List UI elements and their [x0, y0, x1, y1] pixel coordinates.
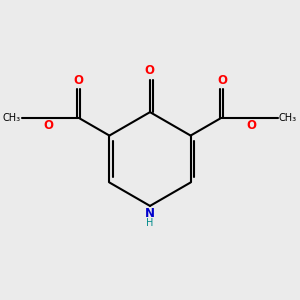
Text: CH₃: CH₃ — [3, 113, 21, 123]
Text: O: O — [43, 119, 53, 132]
Text: O: O — [247, 119, 257, 132]
Text: O: O — [144, 64, 154, 77]
Text: O: O — [73, 74, 83, 87]
Text: N: N — [145, 207, 155, 220]
Text: O: O — [217, 74, 227, 87]
Text: H: H — [146, 218, 154, 228]
Text: CH₃: CH₃ — [279, 113, 297, 123]
